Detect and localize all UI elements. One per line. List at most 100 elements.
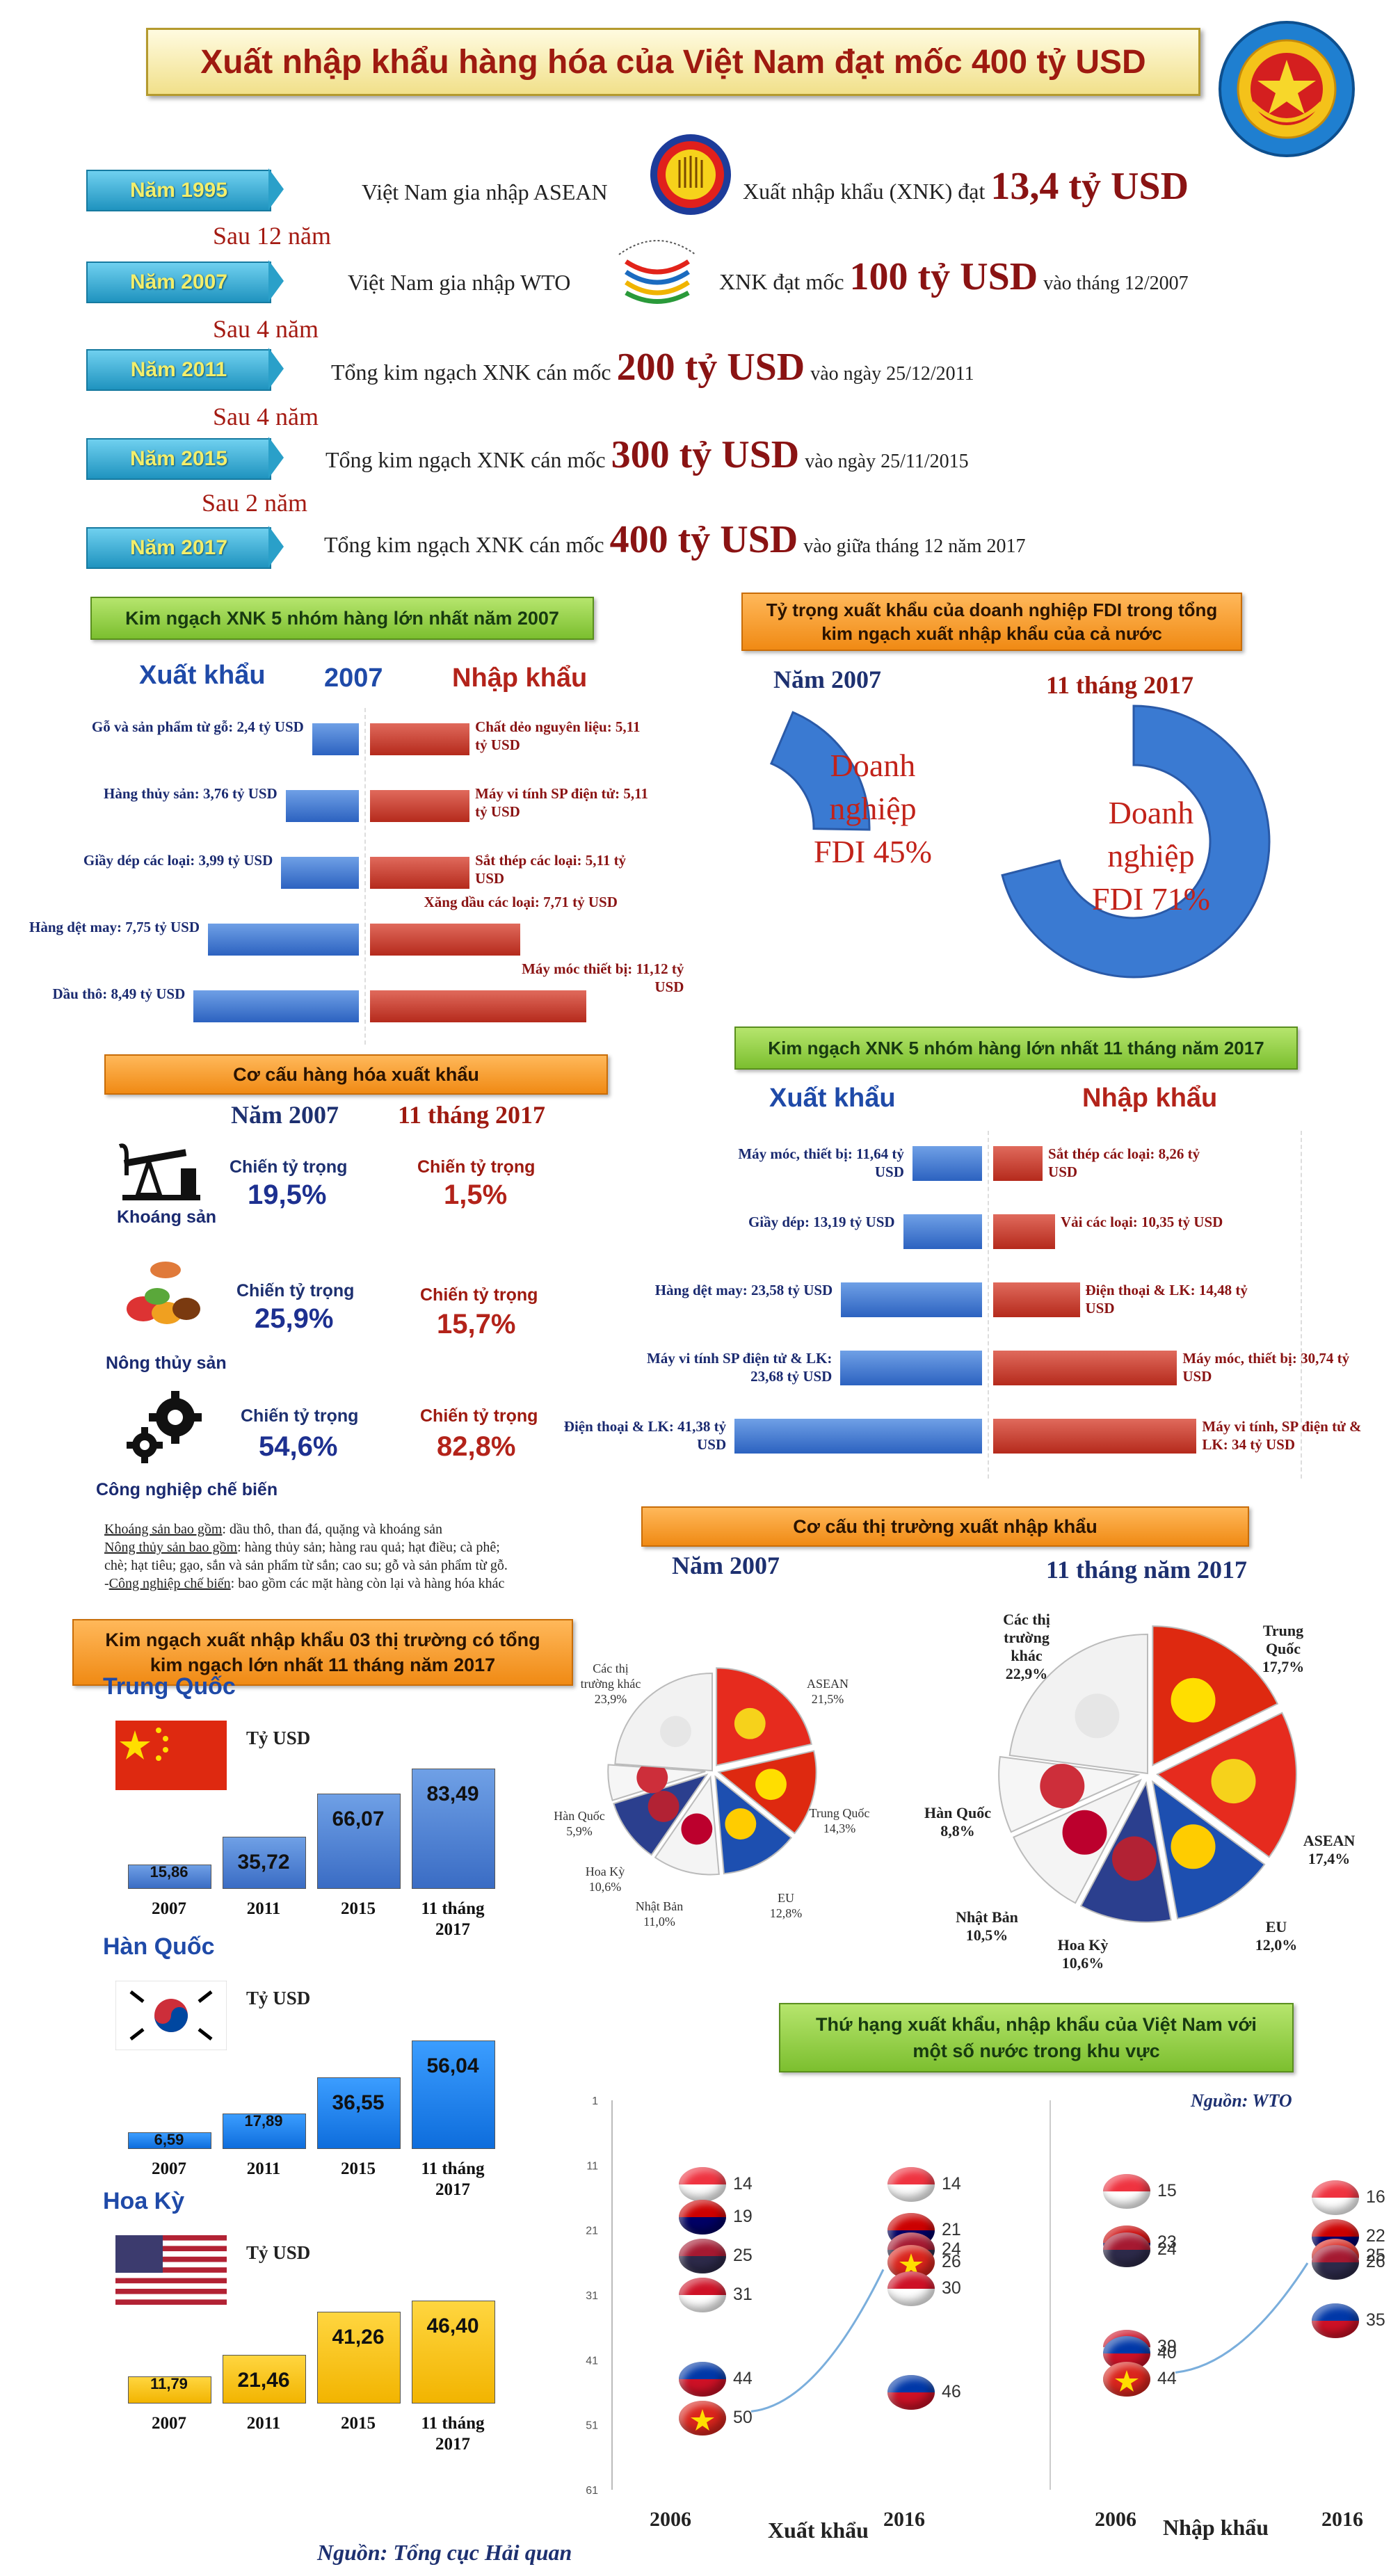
rank-number: 46: [942, 2382, 961, 2401]
export-bar-2017: [841, 1282, 982, 1317]
tl-1995-text: Xuất nhập khẩu (XNK) đạt 13,4 tỷ USD: [743, 164, 1189, 209]
ranking-export-label: Xuất khẩu: [768, 2518, 869, 2543]
pie2007-usa-value: 10,6%: [588, 1880, 622, 1894]
pie2007-usa-label: Hoa Kỳ 10,6%: [577, 1864, 633, 1894]
note-agri-text: : hàng thủy sản; hàng rau quả; hạt điều;…: [237, 1540, 500, 1555]
export-bar-label-2007: Hàng dệt may: 7,75 tỷ USD: [29, 919, 200, 935]
indonesia-flag-ball: [679, 2278, 726, 2312]
market-bar-value-china: 66,07: [332, 1807, 385, 1830]
pie2007-other-label: Các thị trường khác 23,9%: [576, 1661, 645, 1707]
market-name-korea: Hàn Quốc: [103, 1933, 215, 1960]
pie2017-asean-name: ASEAN: [1303, 1832, 1356, 1849]
export-bar-label-2007: Dầu thô: 8,49 tỷ USD: [52, 985, 186, 1002]
pie2007-eu-name: EU: [778, 1891, 794, 1905]
market-name-usa: Hoa Kỳ: [103, 2188, 185, 2214]
pie2007-china-name: Trung Quốc: [809, 1806, 870, 1820]
rank-number: 39: [1157, 2336, 1177, 2356]
import-bar-label-2017: Máy vi tính, SP điện tử & LK: 34 tỷ USD: [1202, 1418, 1362, 1453]
pie2007-eu-label: EU 12,8%: [758, 1890, 814, 1921]
rank-number: 16: [1366, 2187, 1385, 2207]
note-industry-text: : bao gồm các mặt hàng còn lại và hàng h…: [230, 1576, 505, 1591]
pie2007-asean-name: ASEAN: [806, 1677, 849, 1691]
note-industry-dash: -: [104, 1576, 109, 1591]
market-year-label: 2015: [341, 2159, 376, 2178]
import-bar-2007: [370, 723, 470, 755]
ranking-year-label: 2006: [1095, 2508, 1136, 2531]
section-title-top3-markets: Kim ngạch xuất nhập khẩu 03 thị trường c…: [72, 1619, 573, 1686]
note-industry: -Công nghiệp chế biến: bao gồm các mặt h…: [104, 1575, 633, 1593]
export-bar-2007: [208, 924, 359, 956]
import-bar-label-2017: Vải các loại: 10,35 tỷ USD: [1061, 1214, 1223, 1230]
share-2007-mineral: 19,5%: [248, 1180, 327, 1210]
pie2017-japan-label: Nhật Bản 10,5%: [949, 1908, 1025, 1945]
export-bar-label-2017: Máy móc, thiết bị: 11,64 tỷ USD: [738, 1145, 904, 1180]
export-bar-2017: [734, 1419, 982, 1454]
market-bar-value-china: 83,49: [426, 1782, 479, 1805]
rank-number: 44: [1157, 2369, 1177, 2389]
year-arrow: [268, 260, 284, 302]
market-year-label: 2007: [152, 1899, 186, 1918]
year-box-2007: Năm 2007: [86, 261, 271, 303]
year-heading-2007: 2007: [324, 663, 383, 693]
tl-2011-text: Tổng kim ngạch XNK cán mốc 200 tỷ USD và…: [331, 345, 974, 389]
gap-2: Sau 4 năm: [213, 315, 319, 343]
pie-emblem-usa: [1111, 1836, 1157, 1881]
market-bar-china: [317, 1793, 401, 1889]
gridline: [364, 708, 366, 1045]
market-bar-korea: [317, 2077, 401, 2149]
ranking-tick-label: 11: [586, 2160, 598, 2172]
year-arrow: [268, 168, 284, 210]
gridline: [1301, 1131, 1302, 1479]
market-year-label: 11 tháng 2017: [421, 2414, 485, 2454]
ranking-tick-label: 41: [586, 2355, 598, 2367]
china-flag-icon: [115, 1721, 227, 1790]
tl-2017-big: 400 tỷ USD: [609, 518, 798, 561]
rank-number: 21: [942, 2219, 961, 2239]
market-bar-korea: [223, 2113, 306, 2149]
customs-logo: [1217, 19, 1356, 159]
fdi-period-2007: Năm 2007: [773, 666, 881, 693]
pie-emblem-japan: [681, 1813, 713, 1845]
pie2017-korea-name: Hàn Quốc: [924, 1804, 991, 1821]
agriculture-seafood-icon: [117, 1256, 207, 1333]
vietnam-flag-ball: [679, 2401, 726, 2436]
ranking-year-label: 2016: [883, 2508, 925, 2531]
korea-flag-icon: [115, 1980, 227, 2051]
ranking-tick-label: 1: [592, 2095, 598, 2107]
market-year-label: 2015: [341, 2414, 376, 2433]
share-2017-mineral: 1,5%: [444, 1180, 508, 1210]
fdi-2007-chart: [769, 711, 871, 831]
market-bar-usa: [223, 2355, 306, 2404]
ranking-tick-label: 21: [586, 2225, 598, 2237]
structure-col-2017: 11 tháng 2017: [398, 1101, 546, 1129]
import-bar-2017: [993, 1214, 1055, 1249]
market-bar-value-korea: 17,89: [244, 2111, 283, 2130]
pie2017-korea-label: Hàn Quốc 8,8%: [919, 1804, 996, 1840]
year-box-2015: Năm 2015: [86, 438, 271, 480]
import-bar-2007: [370, 990, 587, 1022]
tl-2007-pre: XNK đạt mốc: [719, 269, 844, 294]
market-bar-value-usa: 41,26: [332, 2326, 385, 2349]
market-bar-value-usa: 11,79: [150, 2374, 188, 2392]
pie2007-other-name: Các thị trường khác: [580, 1661, 641, 1691]
ranking-tick-label: 31: [586, 2290, 598, 2302]
year-box-2017: Năm 2017: [86, 527, 271, 569]
pie2017-asean-label: ASEAN 17,4%: [1298, 1832, 1360, 1868]
pie2007-asean-value: 21,5%: [811, 1692, 844, 1706]
indonesia-flag-ball: [887, 2271, 935, 2306]
pie2017-usa-label: Hoa Kỳ 10,6%: [1052, 1936, 1114, 1972]
section-title-top5-2007: Kim ngạch XNK 5 nhóm hàng lớn nhất năm 2…: [90, 597, 594, 640]
export-heading-2017: Xuất khẩu: [769, 1084, 896, 1113]
import-bar-2017: [993, 1282, 1080, 1317]
market-bar-korea: [412, 2040, 495, 2149]
import-bar-2017: [993, 1419, 1197, 1454]
note-mineral-term: Khoáng sản bao gồm: [104, 1522, 223, 1537]
fdi-2007-label: Doanh nghiệp FDI 45%: [814, 748, 932, 869]
market-bar-value-korea: 56,04: [426, 2054, 479, 2077]
market-year-label: 11 tháng 2017: [421, 1899, 485, 1939]
rank-number: 19: [733, 2207, 753, 2226]
pie2007-other-value: 23,9%: [594, 1692, 627, 1706]
page-source: Nguồn: Tổng cục Hải quan: [317, 2540, 572, 2565]
market-bar-value-china: 35,72: [237, 1850, 290, 1874]
singapore-flag-ball: [679, 2167, 726, 2203]
